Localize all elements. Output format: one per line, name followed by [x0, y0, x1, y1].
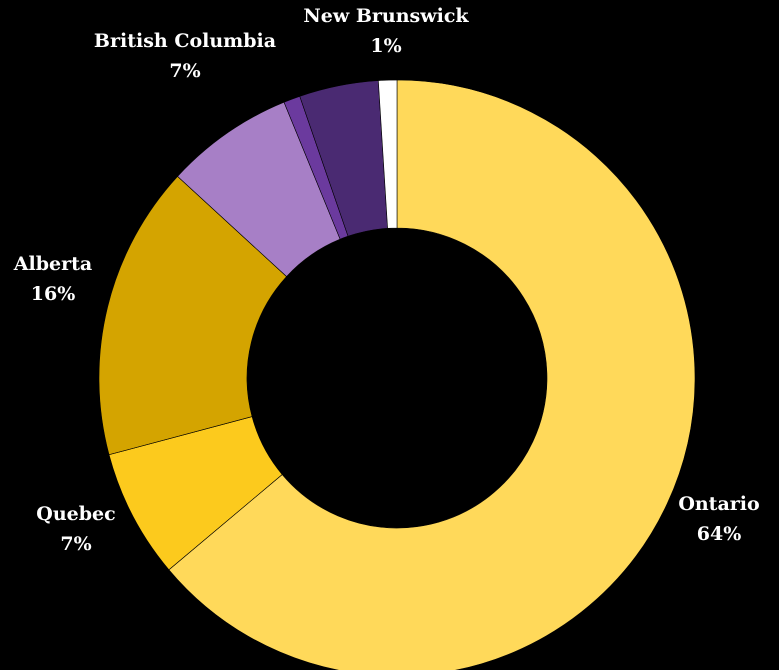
- slice-ontario: [168, 79, 696, 670]
- label-new-brunswick: New Brunswick: [303, 5, 469, 27]
- pct-quebec: 7%: [60, 533, 91, 555]
- pct-british-columbia: 7%: [169, 60, 200, 82]
- pct-ontario: 64%: [697, 523, 742, 545]
- label-quebec: Quebec: [36, 503, 115, 525]
- slice-alberta: [98, 175, 287, 456]
- donut-slices: [98, 79, 696, 670]
- slice-new-brunswick: [378, 79, 398, 229]
- pct-alberta: 16%: [31, 283, 76, 305]
- label-british-columbia: British Columbia: [94, 30, 276, 52]
- slice-labels: Ontario 64% Quebec 7% Alberta 16% British Colu…: [13, 5, 760, 555]
- pct-new-brunswick: 1%: [370, 35, 401, 57]
- label-ontario: Ontario: [678, 493, 759, 515]
- label-alberta: Alberta: [13, 253, 92, 275]
